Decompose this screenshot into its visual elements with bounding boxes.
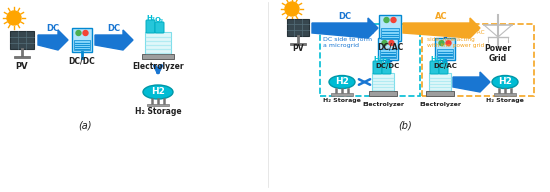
- Text: H₂: H₂: [373, 56, 382, 62]
- FancyBboxPatch shape: [381, 28, 399, 39]
- FancyBboxPatch shape: [435, 38, 455, 60]
- Text: H2: H2: [335, 78, 349, 87]
- Text: DC/AC: DC/AC: [433, 63, 457, 69]
- Text: Electrolyzer: Electrolyzer: [362, 102, 404, 107]
- Text: (a): (a): [78, 120, 92, 130]
- Text: H₂: H₂: [146, 15, 155, 21]
- FancyBboxPatch shape: [72, 28, 92, 52]
- Polygon shape: [95, 30, 133, 50]
- Circle shape: [446, 41, 451, 46]
- Circle shape: [76, 31, 81, 36]
- FancyBboxPatch shape: [430, 61, 439, 74]
- Text: DC/DC: DC/DC: [69, 56, 95, 65]
- Circle shape: [389, 41, 394, 46]
- FancyBboxPatch shape: [146, 20, 155, 33]
- Text: H₂: H₂: [430, 56, 439, 62]
- Circle shape: [382, 41, 387, 46]
- Polygon shape: [312, 18, 378, 38]
- Ellipse shape: [492, 75, 518, 89]
- Text: DC: DC: [46, 24, 59, 33]
- Text: H₂ Storage: H₂ Storage: [486, 98, 524, 103]
- Text: H2: H2: [498, 78, 512, 87]
- FancyBboxPatch shape: [290, 42, 306, 45]
- FancyBboxPatch shape: [147, 103, 169, 106]
- FancyBboxPatch shape: [369, 91, 397, 96]
- FancyBboxPatch shape: [145, 32, 171, 54]
- FancyBboxPatch shape: [10, 31, 34, 49]
- Circle shape: [7, 11, 21, 25]
- Text: O₂: O₂: [155, 17, 164, 23]
- FancyBboxPatch shape: [429, 73, 451, 91]
- FancyBboxPatch shape: [142, 54, 174, 59]
- Text: Arranged on the
DC side to form
a microgrid: Arranged on the DC side to form a microg…: [323, 30, 375, 48]
- FancyBboxPatch shape: [382, 63, 391, 74]
- Text: (b): (b): [398, 120, 412, 130]
- Text: O₂: O₂: [439, 58, 448, 64]
- Text: DC/AC: DC/AC: [377, 43, 403, 52]
- Polygon shape: [38, 30, 68, 50]
- Circle shape: [439, 41, 444, 46]
- FancyBboxPatch shape: [372, 73, 394, 91]
- Text: H₂ Storage: H₂ Storage: [323, 98, 361, 103]
- Text: AC: AC: [434, 12, 447, 21]
- FancyBboxPatch shape: [380, 49, 396, 58]
- Text: DC: DC: [338, 12, 351, 21]
- Text: H₂ Storage: H₂ Storage: [135, 107, 182, 116]
- FancyBboxPatch shape: [494, 93, 516, 95]
- Text: Arranged on the AC
side, interacting
with the power grid: Arranged on the AC side, interacting wit…: [427, 30, 485, 48]
- Polygon shape: [453, 72, 490, 92]
- FancyBboxPatch shape: [378, 38, 398, 60]
- Ellipse shape: [143, 85, 173, 99]
- Text: PV: PV: [292, 44, 304, 53]
- Circle shape: [391, 17, 396, 22]
- FancyBboxPatch shape: [426, 91, 454, 96]
- Text: Power
Grid: Power Grid: [485, 44, 512, 63]
- Ellipse shape: [329, 75, 355, 89]
- FancyBboxPatch shape: [437, 49, 453, 58]
- Circle shape: [83, 31, 88, 36]
- Text: H2: H2: [151, 88, 165, 97]
- Text: Electrolyzer: Electrolyzer: [132, 62, 184, 71]
- Circle shape: [285, 2, 299, 16]
- FancyBboxPatch shape: [74, 40, 90, 50]
- FancyBboxPatch shape: [373, 61, 382, 74]
- FancyBboxPatch shape: [287, 18, 309, 36]
- FancyBboxPatch shape: [14, 56, 30, 58]
- Text: O₂: O₂: [382, 58, 391, 64]
- FancyBboxPatch shape: [155, 22, 164, 33]
- FancyBboxPatch shape: [379, 15, 401, 41]
- Text: DC/DC: DC/DC: [376, 63, 400, 69]
- Polygon shape: [403, 18, 480, 38]
- FancyBboxPatch shape: [439, 63, 448, 74]
- Text: DC: DC: [107, 24, 120, 33]
- Text: PV: PV: [16, 62, 28, 71]
- Circle shape: [384, 17, 389, 22]
- Text: Electrolyzer: Electrolyzer: [419, 102, 461, 107]
- FancyBboxPatch shape: [331, 93, 353, 95]
